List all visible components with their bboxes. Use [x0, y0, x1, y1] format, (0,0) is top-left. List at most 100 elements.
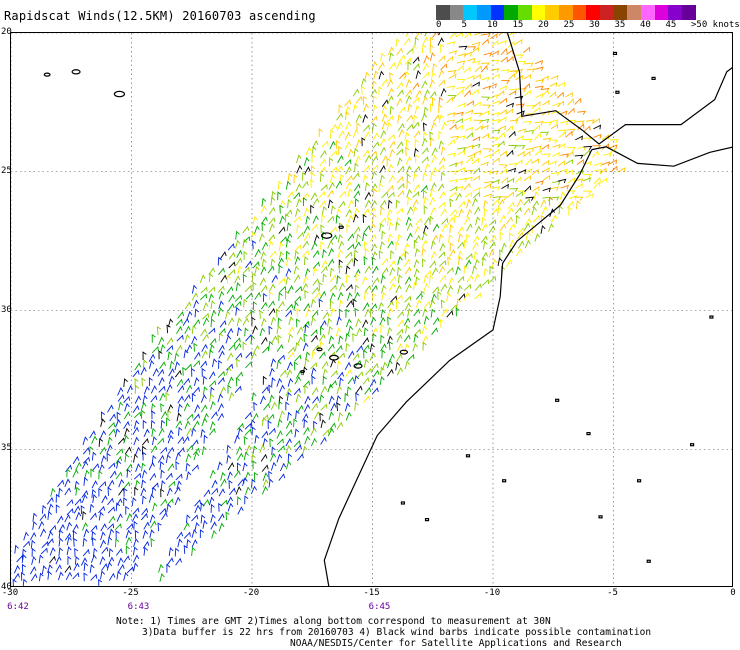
wind-barb [464, 33, 472, 39]
wind-barb [302, 413, 309, 422]
wind-barb [142, 495, 147, 505]
wind-barb [134, 378, 139, 388]
wind-barb [338, 308, 343, 318]
wind-barb [488, 249, 495, 258]
wind-barb [515, 135, 524, 141]
wind-barb [319, 341, 324, 351]
wind-barb [156, 326, 162, 335]
wind-barb [116, 570, 122, 580]
wind-barb [175, 318, 183, 326]
wind-barb [108, 421, 116, 430]
wind-barb [407, 308, 413, 317]
wind-barb [294, 295, 302, 303]
wind-barb [99, 446, 107, 455]
wind-barb [193, 377, 200, 386]
wind-barb [194, 504, 201, 514]
wind-barb [220, 478, 227, 487]
wind-barb [279, 369, 287, 377]
wind-barb [235, 230, 240, 240]
wind-barb [542, 137, 552, 142]
wind-barb [286, 222, 292, 231]
scale-swatch-16 [654, 5, 669, 20]
wind-barb [158, 385, 166, 393]
wind-barb [268, 325, 273, 335]
wind-barb [55, 504, 60, 514]
island [113, 90, 126, 98]
wind-barb [481, 96, 491, 101]
wind-barb [271, 335, 278, 344]
wind-barb [84, 469, 90, 479]
wind-barb [261, 197, 267, 207]
wind-barb [123, 497, 128, 507]
wind-barb [338, 222, 343, 232]
wind-barb [65, 571, 73, 581]
wind-barb [345, 251, 353, 259]
scale-swatch-6 [518, 5, 532, 20]
wind-barb [506, 259, 513, 268]
wind-barb [429, 188, 435, 197]
wind-barb [560, 153, 570, 158]
wind-barb [278, 473, 286, 481]
wind-barb [338, 264, 343, 274]
wind-barb [227, 317, 235, 326]
wind-barb [582, 190, 592, 195]
wind-barb [58, 529, 64, 539]
wind-barb [455, 192, 462, 201]
wind-barb [355, 318, 362, 328]
wind-barb [132, 426, 140, 435]
wind-barb [480, 118, 490, 124]
wind-barb [388, 221, 394, 231]
wind-barb [64, 514, 71, 523]
wind-barb [329, 226, 337, 234]
wind-barb [387, 163, 394, 173]
wind-barb [338, 104, 343, 114]
wind-barb [354, 162, 359, 172]
wind-barb [321, 214, 326, 224]
wind-barb [413, 147, 419, 157]
wind-barb [39, 528, 47, 537]
wind-barb [465, 126, 474, 132]
wind-barb [364, 154, 372, 163]
wind-barb [115, 456, 123, 464]
wind-barb [177, 436, 185, 444]
wind-barb [438, 79, 446, 87]
map-frame[interactable] [10, 32, 733, 587]
wind-barb [355, 139, 362, 148]
wind-barb [312, 278, 320, 286]
wind-barb [458, 293, 466, 301]
wind-barb [379, 146, 387, 156]
wind-barb [297, 404, 304, 413]
wind-barb [363, 395, 371, 403]
wind-barb [421, 137, 428, 147]
wind-barb [169, 360, 175, 370]
wind-barb [73, 562, 80, 571]
wind-barb [303, 303, 311, 311]
wind-barb [305, 146, 312, 155]
wind-barb [497, 257, 503, 267]
wind-barb [236, 249, 243, 259]
wind-barb [583, 161, 592, 166]
wind-barb [380, 323, 385, 333]
wind-barb [370, 150, 378, 158]
wind-barb [82, 537, 88, 547]
wind-barb [80, 557, 88, 566]
wind-barb [422, 71, 430, 79]
wind-barb [362, 377, 370, 385]
wind-barb [473, 101, 481, 107]
wind-barb [302, 240, 309, 249]
wind-barb [353, 226, 361, 235]
wind-barb [161, 511, 168, 520]
wind-barb [457, 284, 463, 294]
scale-label: 40 [640, 20, 651, 30]
wind-barb [353, 249, 359, 259]
wind-barb [364, 284, 372, 293]
wind-barb [457, 167, 466, 172]
wind-barb [303, 419, 308, 428]
wind-barb [285, 387, 292, 397]
wind-barb [422, 341, 427, 351]
wind-barb [211, 358, 218, 368]
wind-barb [200, 502, 205, 512]
wind-barb [474, 225, 482, 234]
wind-barb [322, 249, 327, 259]
wind-barb [98, 487, 103, 497]
